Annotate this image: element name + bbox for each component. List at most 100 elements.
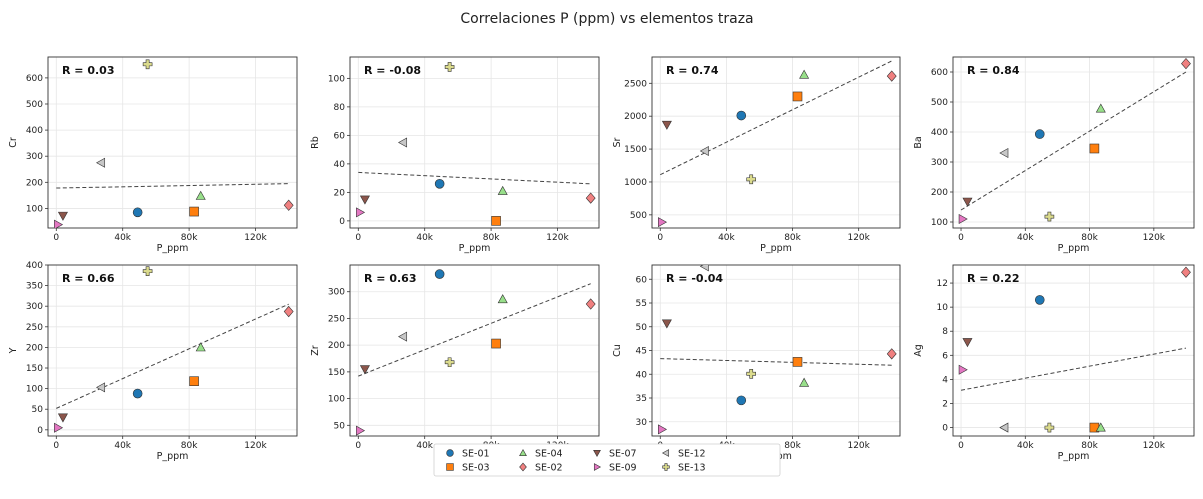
x-tick-label: 120k <box>244 441 267 451</box>
plot-area <box>356 269 596 436</box>
correlation-label: R = -0.04 <box>666 272 723 285</box>
x-tick-label: 120k <box>546 233 569 243</box>
legend-label: SE-04 <box>535 449 563 460</box>
x-axis-label: P_ppm <box>760 243 792 254</box>
point-se-03 <box>792 357 803 367</box>
point-se-09 <box>54 219 64 228</box>
legend-label: SE-12 <box>678 449 706 460</box>
trend-line <box>660 358 892 366</box>
y-tick-label: 10 <box>937 303 949 313</box>
x-tick-label: 120k <box>244 233 267 243</box>
correlation-label: R = -0.08 <box>364 64 421 77</box>
y-tick-label: 500 <box>26 100 43 110</box>
legend-label: SE-03 <box>462 463 490 474</box>
scatter-panel-ba: 0 40k 80k 120k 100 200 300 400 500 600 P_ppm Ba R = … <box>913 56 1195 254</box>
y-axis-label: Zr <box>310 345 321 356</box>
point-se-07 <box>661 120 672 130</box>
scatter-panel-sr: 0 40k 80k 120k 500 1000 1500 2000 2500 P_ppm Sr R =… <box>612 56 901 254</box>
correlation-label: R = 0.22 <box>967 272 1020 285</box>
x-axis-label: P_ppm <box>1058 243 1090 254</box>
point-se-07 <box>359 365 370 375</box>
x-tick-label: 40k <box>416 441 433 451</box>
x-tick-label: 80k <box>181 441 198 451</box>
y-axis-label: Y <box>8 347 19 354</box>
y-tick-label: 1500 <box>624 145 647 155</box>
x-axis-label: P_ppm <box>1058 451 1090 462</box>
trend-line <box>960 71 1187 211</box>
y-tick-label: 500 <box>630 211 647 221</box>
point-se-07 <box>57 413 68 423</box>
legend-entry-se-04: SE-04 <box>519 448 563 460</box>
plot-area <box>54 59 294 228</box>
y-tick-label: 200 <box>931 188 948 198</box>
y-tick-label: 400 <box>26 261 43 271</box>
point-se-02 <box>585 298 596 310</box>
y-tick-label: 30 <box>636 418 648 428</box>
point-se-01 <box>736 395 747 406</box>
trend-line <box>960 347 1187 391</box>
x-tick-label: 0 <box>53 233 59 243</box>
legend-marker <box>446 449 454 457</box>
y-tick-label: 350 <box>26 282 43 292</box>
point-se-09 <box>958 364 968 375</box>
point-se-13 <box>746 174 757 185</box>
trend-line <box>660 60 892 176</box>
point-se-12 <box>96 157 106 168</box>
y-axis-label: Ba <box>913 136 924 148</box>
y-tick-label: 2000 <box>624 112 647 122</box>
y-tick-label: 55 <box>636 299 647 309</box>
x-tick-label: 120k <box>1143 441 1166 451</box>
scatter-panel-zr: 040k80k120k50100150200250300P_ppmZrR = 0… <box>310 264 600 462</box>
y-tick-label: 8 <box>942 327 948 337</box>
point-se-03 <box>491 338 501 349</box>
scatter-panel-cu: 040k80k120k30354045505560P_ppmCuR = -0.0… <box>612 264 901 462</box>
legend-label: SE-07 <box>609 449 637 460</box>
point-se-13 <box>1044 211 1055 222</box>
point-se-07 <box>359 195 370 205</box>
y-tick-label: 300 <box>26 302 43 312</box>
x-axis-label: P_ppm <box>157 451 189 462</box>
x-tick-label: 80k <box>784 233 801 243</box>
point-se-09 <box>54 422 64 433</box>
axes-frame <box>47 56 298 229</box>
legend-label: SE-01 <box>462 449 490 460</box>
point-se-13 <box>444 62 455 72</box>
axes-frame <box>952 56 1195 229</box>
x-tick-label: 0 <box>657 233 663 243</box>
point-se-07 <box>962 338 973 348</box>
x-tick-label: 40k <box>1017 233 1034 243</box>
point-se-02 <box>886 348 897 360</box>
legend-marker <box>593 449 601 458</box>
y-tick-label: 250 <box>328 314 345 324</box>
point-se-01 <box>132 388 143 399</box>
point-se-07 <box>962 197 973 207</box>
y-tick-label: 1000 <box>624 178 647 188</box>
correlation-label: R = 0.74 <box>666 64 719 77</box>
y-tick-label: 600 <box>931 68 948 78</box>
plot-area <box>658 265 897 435</box>
y-tick-label: 150 <box>328 368 345 378</box>
x-tick-label: 40k <box>718 233 735 243</box>
x-tick-label: 80k <box>1081 233 1098 243</box>
trend-line <box>358 283 591 377</box>
y-tick-label: 80 <box>334 103 346 113</box>
plot-area <box>658 60 897 228</box>
legend-label: SE-02 <box>535 463 563 474</box>
point-se-12 <box>999 422 1009 433</box>
point-se-04 <box>497 294 508 304</box>
point-se-01 <box>132 207 143 218</box>
point-se-12 <box>699 146 709 157</box>
trend-line <box>358 171 591 185</box>
y-tick-label: 100 <box>26 385 43 395</box>
point-se-03 <box>189 376 199 386</box>
plot-area <box>356 62 596 226</box>
legend-marker <box>519 448 527 457</box>
legend-label: SE-13 <box>678 463 706 474</box>
y-tick-label: 100 <box>931 218 948 228</box>
axes-frame <box>952 264 1195 437</box>
legend-entry-se-02: SE-02 <box>519 463 563 474</box>
point-se-09 <box>356 207 366 218</box>
x-tick-label: 120k <box>847 441 870 451</box>
x-tick-label: 80k <box>181 233 198 243</box>
